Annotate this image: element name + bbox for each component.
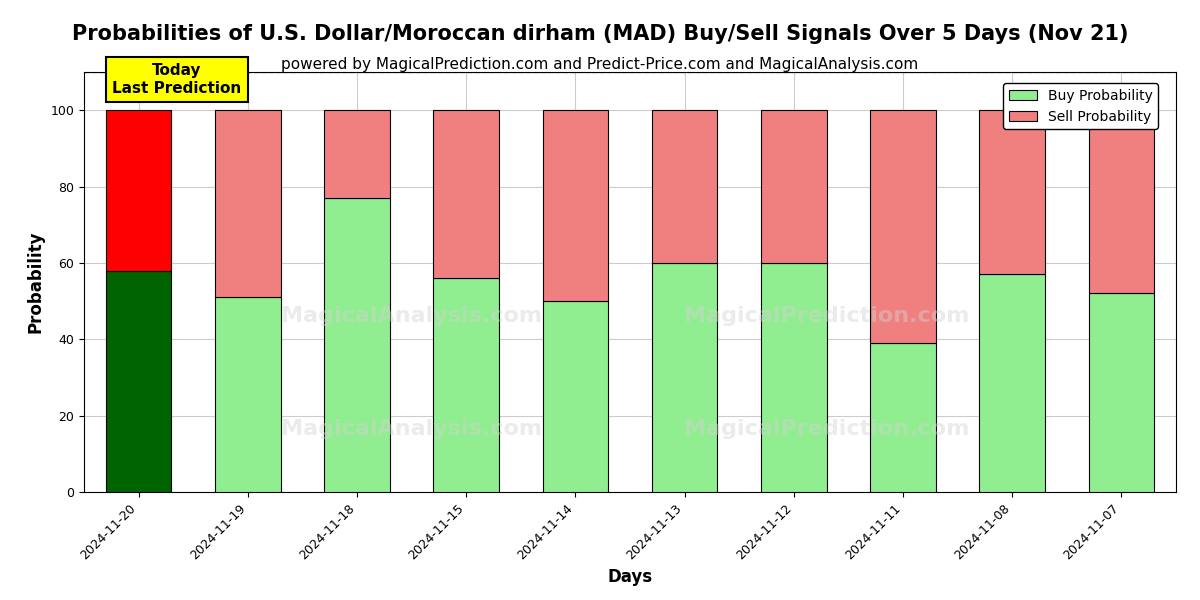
Bar — [870, 110, 936, 343]
Bar — [652, 110, 718, 263]
Text: Probabilities of U.S. Dollar/Moroccan dirham (MAD) Buy/Sell Signals Over 5 Days : Probabilities of U.S. Dollar/Moroccan di… — [72, 24, 1128, 44]
Bar — [215, 110, 281, 297]
Bar — [433, 110, 499, 278]
Bar — [324, 198, 390, 492]
Bar — [542, 110, 608, 301]
Bar — [761, 263, 827, 492]
Bar — [652, 263, 718, 492]
X-axis label: Days: Days — [607, 568, 653, 586]
Bar — [324, 110, 390, 198]
Text: powered by MagicalPrediction.com and Predict-Price.com and MagicalAnalysis.com: powered by MagicalPrediction.com and Pre… — [281, 57, 919, 72]
Bar — [542, 301, 608, 492]
Y-axis label: Probability: Probability — [26, 231, 44, 333]
Text: MagicalAnalysis.com: MagicalAnalysis.com — [281, 419, 542, 439]
Bar — [979, 110, 1045, 274]
Text: MagicalPrediction.com: MagicalPrediction.com — [684, 419, 970, 439]
Bar — [1088, 293, 1154, 492]
Bar — [215, 297, 281, 492]
Bar — [106, 271, 172, 492]
Bar — [761, 110, 827, 263]
Text: MagicalPrediction.com: MagicalPrediction.com — [684, 305, 970, 326]
Bar — [1088, 110, 1154, 293]
Legend: Buy Probability, Sell Probability: Buy Probability, Sell Probability — [1003, 83, 1158, 129]
Bar — [433, 278, 499, 492]
Bar — [979, 274, 1045, 492]
Text: MagicalAnalysis.com: MagicalAnalysis.com — [281, 305, 542, 326]
Text: Today
Last Prediction: Today Last Prediction — [112, 64, 241, 96]
Bar — [106, 110, 172, 271]
Bar — [870, 343, 936, 492]
